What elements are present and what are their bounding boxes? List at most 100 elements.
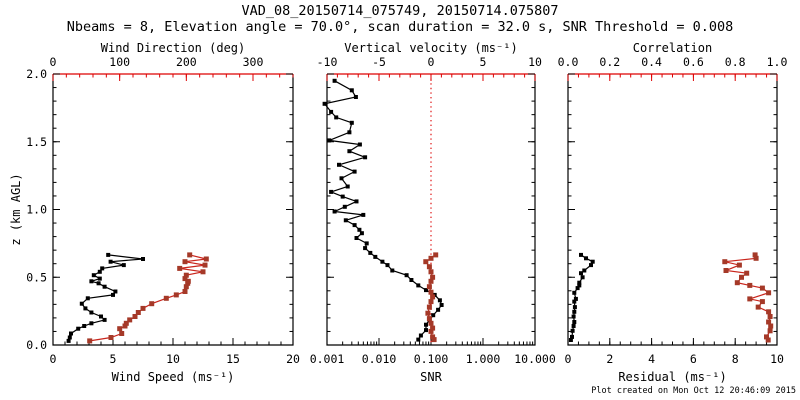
wind-direction-point [163, 295, 169, 301]
snr-point [431, 313, 436, 318]
vertical-velocity-point [428, 269, 434, 275]
correlation-point [734, 280, 740, 286]
correlation-point [764, 334, 769, 340]
wind-speed-point [97, 269, 102, 274]
snr-point [416, 337, 421, 342]
residual-point [589, 263, 593, 268]
bottom-tick-label: 2 [606, 352, 613, 366]
snr-point [439, 303, 444, 307]
snr-point [357, 227, 362, 232]
bottom-tick-label: 0.010 [362, 352, 397, 366]
snr-series [322, 78, 444, 342]
y-tick-label: 0.0 [26, 338, 47, 352]
bottom-tick-label: 0.001 [310, 352, 345, 366]
residual-point [577, 283, 582, 288]
top-tick-label: 0 [50, 55, 57, 69]
snr-point [322, 101, 327, 106]
wind-direction-point [132, 314, 138, 319]
snr-point [342, 204, 347, 209]
vertical-velocity-point [423, 259, 429, 265]
wind-speed-point [99, 314, 103, 319]
residual-point [579, 271, 583, 276]
wind-speed-point [85, 296, 90, 301]
wind-speed-point [102, 317, 107, 322]
top-tick-label: 300 [243, 55, 264, 69]
bottom-tick-label: 8 [732, 352, 739, 366]
wind-direction-point [187, 252, 193, 258]
snr-point [339, 176, 344, 181]
y-axis-title: z (km AGL) [9, 173, 23, 245]
vertical-velocity-series [423, 252, 439, 343]
residual-point [582, 268, 587, 273]
residual-point [571, 314, 576, 319]
wind-direction-point [149, 301, 155, 307]
wind-direction-point [182, 276, 188, 282]
bottom-tick-label: 0 [50, 352, 57, 366]
snr-point [373, 254, 378, 259]
bottom-tick-label: 0.100 [414, 352, 449, 366]
bottom-axis-title: SNR [420, 370, 442, 384]
y-tick-label: 0.5 [26, 270, 47, 284]
wind-speed-point [83, 306, 88, 311]
top-axis-title: Vertical velocity (ms⁻¹) [344, 41, 517, 55]
bottom-tick-label: 5 [110, 352, 117, 366]
snr-point [332, 209, 337, 214]
top-axis-title: Wind Direction (deg) [101, 41, 246, 55]
wind-speed-point [141, 257, 145, 261]
wind-direction-point [182, 289, 188, 294]
y-tick-label: 1.5 [26, 135, 47, 149]
correlation-point [723, 268, 729, 273]
wind-speed-point [69, 331, 73, 336]
wind-direction-point [183, 284, 189, 290]
snr-point [352, 223, 357, 228]
snr-point [436, 307, 441, 312]
residual-point [570, 328, 575, 333]
correlation-point [744, 270, 750, 276]
vertical-velocity-point [433, 252, 439, 258]
snr-point [437, 298, 442, 303]
wind-direction-series [87, 252, 209, 344]
vertical-velocity-point [428, 255, 434, 261]
y-axis-ticks [568, 73, 777, 346]
vertical-velocity-point [430, 325, 436, 331]
snr-point [404, 273, 409, 278]
snr-point [345, 184, 350, 189]
bottom-tick-label: 1.000 [466, 352, 501, 366]
top-tick-label: 0.4 [641, 55, 662, 69]
residual-point [572, 305, 577, 310]
top-axis-ticks [567, 74, 778, 81]
correlation-point [755, 304, 761, 310]
wind-direction-point [203, 256, 209, 262]
correlation-point [747, 296, 753, 302]
wind-speed-point [67, 335, 72, 340]
plot-created-timestamp: Plot created on Mon Oct 12 20:46:09 2015 [591, 386, 796, 396]
bottom-tick-label: 10 [166, 352, 180, 366]
wind-speed-point [79, 301, 84, 306]
snr-point [354, 236, 359, 240]
correlation-point [766, 290, 772, 296]
y-tick-label: 2.0 [26, 67, 47, 81]
snr-point [337, 162, 341, 167]
top-tick-label: 0.8 [725, 55, 746, 69]
snr-point [329, 109, 334, 114]
wind-direction-point [123, 320, 129, 326]
residual-point [573, 296, 578, 301]
residual-point [590, 259, 595, 264]
snr-point [363, 155, 368, 160]
correlation-point [747, 282, 753, 288]
wind-speed-point [97, 276, 102, 281]
vertical-velocity-point [428, 289, 434, 295]
correlation-point [753, 255, 759, 261]
wind-speed-point [66, 338, 71, 343]
snr-point [343, 218, 348, 223]
snr-point [353, 95, 358, 99]
residual-point [572, 290, 577, 295]
snr-point [424, 288, 428, 293]
bottom-tick-label: 20 [286, 352, 300, 366]
snr-point [424, 328, 428, 333]
top-tick-label: -10 [317, 55, 338, 69]
wind-direction-point [182, 259, 188, 265]
